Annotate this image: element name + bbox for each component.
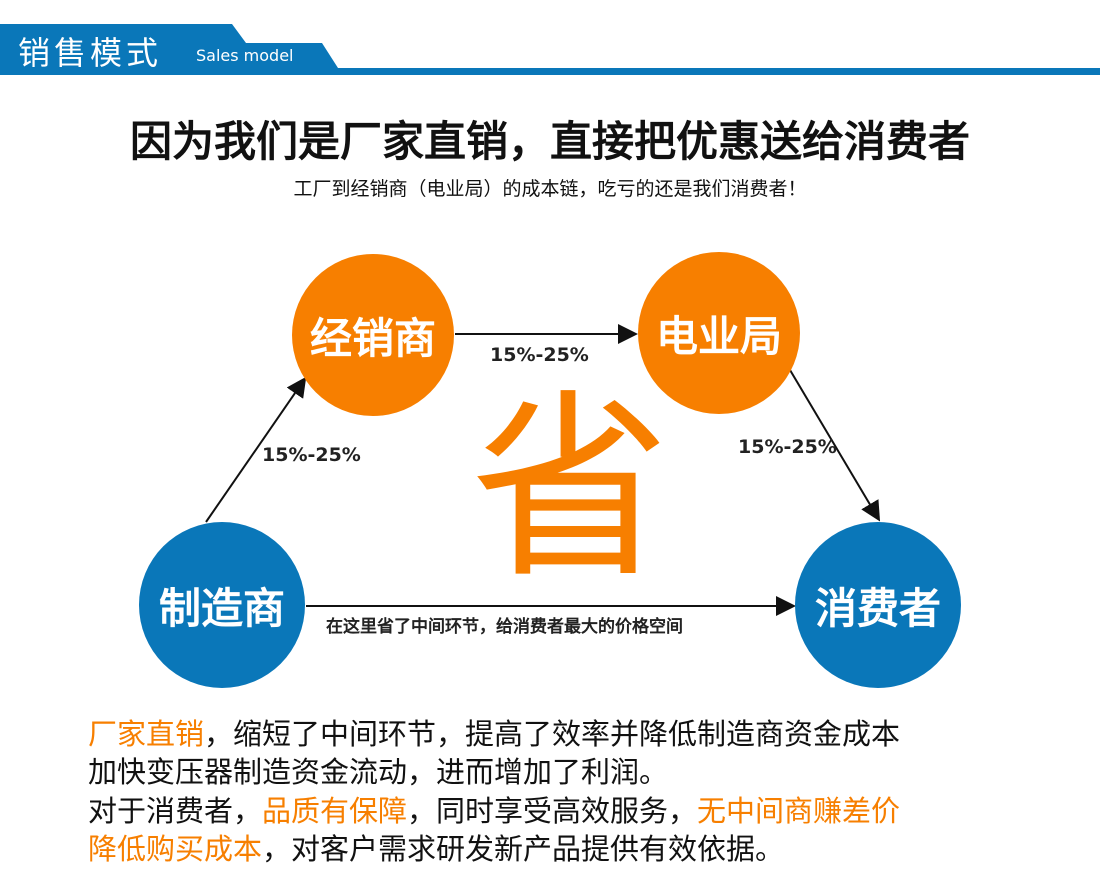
save-character: 省 — [470, 373, 671, 606]
label-m-to-c: 在这里省了中间环节，给消费者最大的价格空间 — [326, 617, 683, 637]
p2-text-c: ，对客户需求研发新产品提供有效依据。 — [262, 832, 785, 866]
p1-line2: 加快变压器制造资金流动，进而增加了利润。 — [88, 755, 669, 789]
label-m-to-d: 15%-25% — [262, 444, 361, 466]
headline: 因为我们是厂家直销，直接把优惠送给消费者 — [129, 117, 970, 166]
section-title: 销售模式 — [18, 34, 163, 72]
p1-highlight: 厂家直销 — [88, 717, 205, 751]
arrow-m-to-d — [205, 376, 307, 523]
subheadline: 工厂到经销商（电业局）的成本链，吃亏的还是我们消费者！ — [293, 178, 807, 200]
p2-text-b: ，同时享受高效服务， — [407, 794, 698, 828]
node-dealer: 经销商 — [292, 254, 454, 416]
node-power-bureau: 电业局 — [638, 252, 800, 414]
p2-highlight-3: 降低购买成本 — [88, 832, 263, 866]
node-manufacturer: 制造商 — [139, 522, 305, 688]
label-d-to-p: 15%-25% — [490, 344, 589, 366]
paragraph-2: 对于消费者，品质有保障，同时享受高效服务，无中间商赚差价 降低购买成本，对客户需… — [88, 792, 900, 868]
p1-text: ，缩短了中间环节，提高了效率并降低制造商资金成本 — [204, 717, 901, 751]
arrow-p-to-c — [789, 369, 881, 522]
header-banner — [0, 24, 1100, 75]
p2-text-a: 对于消费者， — [88, 794, 263, 828]
node-consumer: 消费者 — [795, 522, 961, 688]
p2-highlight-1: 品质有保障 — [262, 794, 408, 828]
section-subtitle: Sales model — [196, 46, 294, 65]
label-p-to-c: 15%-25% — [738, 436, 837, 458]
p2-highlight-2: 无中间商赚差价 — [697, 794, 901, 828]
paragraph-1: 厂家直销，缩短了中间环节，提高了效率并降低制造商资金成本 加快变压器制造资金流动… — [88, 715, 900, 791]
